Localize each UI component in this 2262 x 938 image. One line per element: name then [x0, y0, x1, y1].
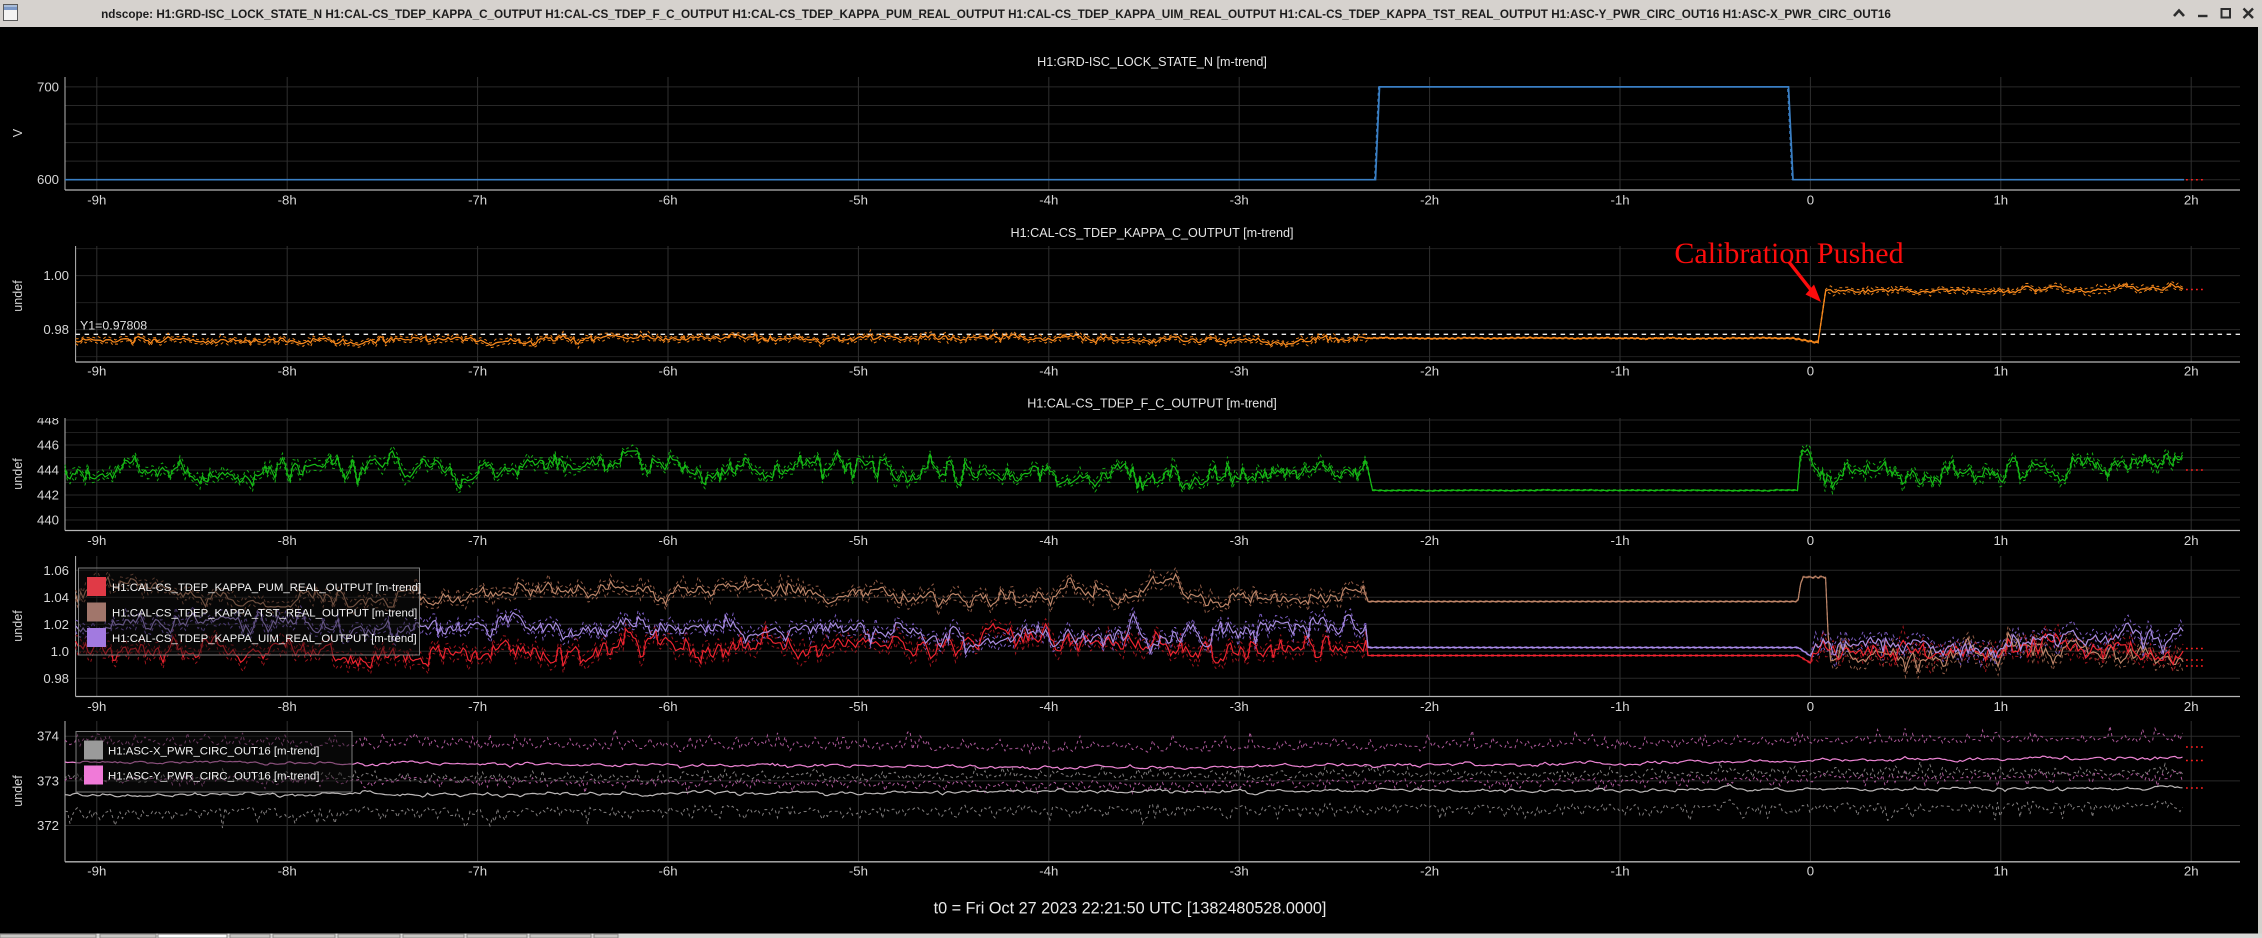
svg-text:-4h: -4h	[1039, 193, 1058, 208]
svg-text:-8h: -8h	[278, 193, 297, 208]
svg-text:-6h: -6h	[658, 533, 677, 548]
svg-text:1.04: 1.04	[43, 590, 69, 605]
svg-text:-7h: -7h	[468, 533, 487, 548]
svg-text:-6h: -6h	[658, 699, 677, 714]
svg-text:-1h: -1h	[1610, 364, 1629, 379]
svg-text:374: 374	[37, 729, 59, 744]
svg-text:-4h: -4h	[1039, 864, 1058, 879]
svg-text:-6h: -6h	[658, 193, 677, 208]
svg-text:H1:CAL-CS_TDEP_KAPPA_PUM_REAL_: H1:CAL-CS_TDEP_KAPPA_PUM_REAL_OUTPUT [m-…	[112, 582, 421, 594]
svg-text:1h: 1h	[1993, 864, 2008, 879]
svg-text:2h: 2h	[2184, 193, 2199, 208]
svg-text:600: 600	[37, 172, 59, 187]
svg-text:-1h: -1h	[1610, 193, 1629, 208]
svg-text:-4h: -4h	[1039, 699, 1058, 714]
svg-text:372: 372	[37, 818, 59, 833]
svg-text:H1:ASC-Y_PWR_CIRC_OUT16 [m-tre: H1:ASC-Y_PWR_CIRC_OUT16 [m-trend]	[108, 771, 319, 783]
svg-text:H1:CAL-CS_TDEP_F_C_OUTPUT [m-t: H1:CAL-CS_TDEP_F_C_OUTPUT [m-trend]	[1027, 397, 1277, 411]
svg-text:-7h: -7h	[468, 193, 487, 208]
svg-text:0: 0	[1807, 864, 1814, 879]
svg-text:2h: 2h	[2184, 364, 2199, 379]
svg-text:-8h: -8h	[278, 533, 297, 548]
svg-text:-6h: -6h	[658, 864, 677, 879]
svg-text:undef: undef	[11, 458, 25, 490]
svg-text:0: 0	[1807, 364, 1814, 379]
svg-text:V: V	[11, 128, 25, 137]
svg-text:H1:CAL-CS_TDEP_KAPPA_C_OUTPUT: H1:CAL-CS_TDEP_KAPPA_C_OUTPUT [m-trend]	[1011, 226, 1294, 240]
svg-text:700: 700	[37, 79, 59, 94]
svg-text:0: 0	[1807, 193, 1814, 208]
svg-text:-4h: -4h	[1039, 364, 1058, 379]
svg-text:446: 446	[37, 438, 59, 453]
svg-text:-2h: -2h	[1420, 533, 1439, 548]
svg-text:-2h: -2h	[1420, 193, 1439, 208]
svg-text:Calibration Pushed: Calibration Pushed	[1674, 237, 1903, 270]
svg-text:2h: 2h	[2184, 533, 2199, 548]
svg-text:-9h: -9h	[87, 533, 106, 548]
svg-text:H1:CAL-CS_TDEP_KAPPA_TST_REAL_: H1:CAL-CS_TDEP_KAPPA_TST_REAL_OUTPUT [m-…	[112, 608, 417, 620]
svg-text:H1:ASC-X_PWR_CIRC_OUT16 [m-tre: H1:ASC-X_PWR_CIRC_OUT16 [m-trend]	[108, 746, 319, 758]
svg-text:Y1=0.97808: Y1=0.97808	[80, 319, 147, 333]
svg-text:-9h: -9h	[87, 193, 106, 208]
svg-text:-3h: -3h	[1230, 533, 1249, 548]
svg-text:-1h: -1h	[1610, 864, 1629, 879]
svg-text:0.98: 0.98	[43, 671, 69, 686]
svg-text:-7h: -7h	[468, 864, 487, 879]
svg-text:-5h: -5h	[849, 364, 868, 379]
svg-text:-3h: -3h	[1230, 193, 1249, 208]
svg-text:-8h: -8h	[278, 699, 297, 714]
svg-text:H1:CAL-CS_TDEP_KAPPA_UIM_REAL_: H1:CAL-CS_TDEP_KAPPA_UIM_REAL_OUTPUT [m-…	[112, 633, 417, 645]
svg-text:-5h: -5h	[849, 864, 868, 879]
svg-text:-1h: -1h	[1610, 699, 1629, 714]
svg-text:-1h: -1h	[1610, 533, 1629, 548]
svg-text:-2h: -2h	[1420, 699, 1439, 714]
svg-text:-2h: -2h	[1420, 864, 1439, 879]
svg-text:-9h: -9h	[87, 364, 106, 379]
svg-text:1h: 1h	[1993, 364, 2008, 379]
svg-text:-6h: -6h	[658, 364, 677, 379]
svg-text:440: 440	[37, 513, 59, 528]
svg-text:373: 373	[37, 773, 59, 788]
svg-text:ndscope: H1:GRD-ISC_LOCK_STATE: ndscope: H1:GRD-ISC_LOCK_STATE_N H1:CAL-…	[101, 8, 1891, 21]
svg-text:-5h: -5h	[849, 699, 868, 714]
svg-text:1.06: 1.06	[43, 563, 69, 578]
svg-text:-5h: -5h	[849, 533, 868, 548]
svg-text:-3h: -3h	[1230, 864, 1249, 879]
svg-text:-8h: -8h	[278, 864, 297, 879]
svg-text:442: 442	[37, 488, 59, 503]
svg-text:-9h: -9h	[87, 864, 106, 879]
svg-text:2h: 2h	[2184, 699, 2199, 714]
svg-text:0.98: 0.98	[43, 322, 69, 337]
svg-text:undef: undef	[11, 280, 25, 312]
svg-text:-2h: -2h	[1420, 364, 1439, 379]
svg-text:0: 0	[1807, 699, 1814, 714]
svg-text:undef: undef	[11, 610, 25, 642]
svg-text:-7h: -7h	[468, 364, 487, 379]
svg-text:-9h: -9h	[87, 699, 106, 714]
svg-text:1h: 1h	[1993, 533, 2008, 548]
svg-text:1.0: 1.0	[51, 644, 69, 659]
svg-text:undef: undef	[11, 775, 25, 807]
svg-text:t0 = Fri Oct 27 2023 22:21:50: t0 = Fri Oct 27 2023 22:21:50 UTC [13824…	[934, 900, 1327, 918]
svg-text:1h: 1h	[1993, 193, 2008, 208]
svg-text:2h: 2h	[2184, 864, 2199, 879]
svg-text:1h: 1h	[1993, 699, 2008, 714]
svg-text:-8h: -8h	[278, 364, 297, 379]
svg-text:0: 0	[1807, 533, 1814, 548]
svg-text:1.00: 1.00	[43, 268, 69, 283]
svg-text:-3h: -3h	[1230, 364, 1249, 379]
svg-text:-4h: -4h	[1039, 533, 1058, 548]
svg-text:1.02: 1.02	[43, 617, 69, 632]
svg-text:-5h: -5h	[849, 193, 868, 208]
svg-text:H1:GRD-ISC_LOCK_STATE_N [m-tre: H1:GRD-ISC_LOCK_STATE_N [m-trend]	[1037, 55, 1267, 69]
svg-text:-7h: -7h	[468, 699, 487, 714]
svg-text:444: 444	[37, 463, 59, 478]
svg-text:-3h: -3h	[1230, 699, 1249, 714]
